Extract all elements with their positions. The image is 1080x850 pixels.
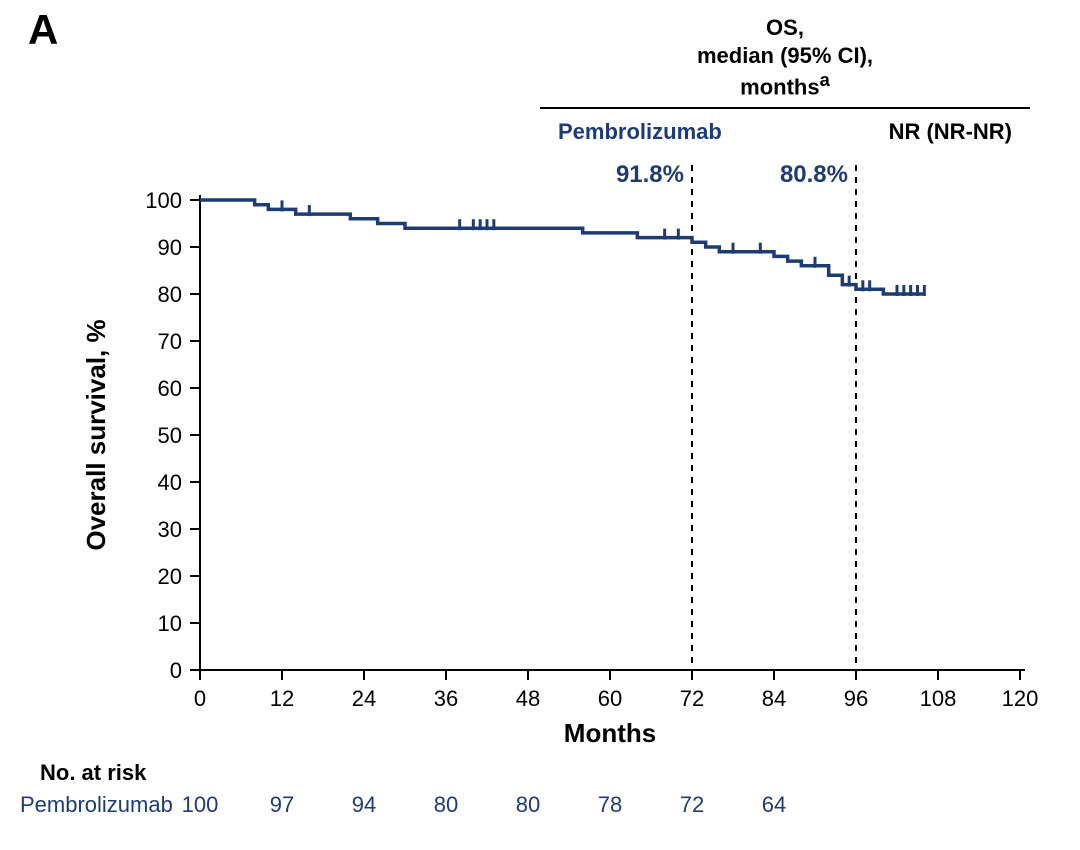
x-tick-label: 60 bbox=[598, 686, 622, 711]
risk-series-name: Pembrolizumab bbox=[20, 792, 173, 817]
x-tick-label: 72 bbox=[680, 686, 704, 711]
x-tick-label: 0 bbox=[194, 686, 206, 711]
reference-label: 80.8% bbox=[780, 161, 848, 188]
header-title-line1: OS, bbox=[540, 14, 1030, 42]
x-tick-label: 108 bbox=[920, 686, 957, 711]
y-tick-label: 40 bbox=[158, 470, 182, 495]
y-axis-title: Overall survival, % bbox=[81, 319, 111, 550]
y-tick-label: 70 bbox=[158, 329, 182, 354]
x-tick-label: 12 bbox=[270, 686, 294, 711]
y-tick-label: 60 bbox=[158, 376, 182, 401]
y-tick-label: 100 bbox=[145, 188, 182, 213]
km-chart: 0 10 20 30 40 50 60 70 80 90 100 0 12 24 36 48 60 72 84 96 1… bbox=[0, 150, 1080, 850]
x-axis-title: Months bbox=[564, 718, 656, 748]
y-tick-label: 50 bbox=[158, 423, 182, 448]
risk-value: 64 bbox=[762, 792, 786, 817]
risk-value: 100 bbox=[182, 792, 219, 817]
x-tick-label: 24 bbox=[352, 686, 376, 711]
panel-label: A bbox=[28, 6, 58, 54]
x-tick-label: 120 bbox=[1002, 686, 1039, 711]
y-tick-label: 10 bbox=[158, 611, 182, 636]
header-row-value: NR (NR-NR) bbox=[889, 119, 1012, 145]
x-tick-label: 48 bbox=[516, 686, 540, 711]
header-title-line2: median (95% CI), bbox=[540, 42, 1030, 70]
risk-value: 80 bbox=[434, 792, 458, 817]
y-tick-label: 20 bbox=[158, 564, 182, 589]
y-tick-label: 90 bbox=[158, 235, 182, 260]
x-tick-label: 96 bbox=[844, 686, 868, 711]
y-tick-label: 30 bbox=[158, 517, 182, 542]
y-tick-label: 0 bbox=[170, 658, 182, 683]
header-title-line3: monthsa bbox=[540, 69, 1030, 101]
risk-table-title: No. at risk bbox=[40, 760, 147, 785]
risk-value: 78 bbox=[598, 792, 622, 817]
header-rule bbox=[540, 107, 1030, 109]
reference-label: 91.8% bbox=[616, 161, 684, 188]
header-row-name: Pembrolizumab bbox=[558, 119, 722, 145]
risk-value: 80 bbox=[516, 792, 540, 817]
x-tick-label: 84 bbox=[762, 686, 786, 711]
header-summary: OS, median (95% CI), monthsa Pembrolizum… bbox=[540, 14, 1030, 145]
risk-value: 94 bbox=[352, 792, 376, 817]
risk-value: 72 bbox=[680, 792, 704, 817]
risk-value: 97 bbox=[270, 792, 294, 817]
y-tick-label: 80 bbox=[158, 282, 182, 307]
x-tick-label: 36 bbox=[434, 686, 458, 711]
